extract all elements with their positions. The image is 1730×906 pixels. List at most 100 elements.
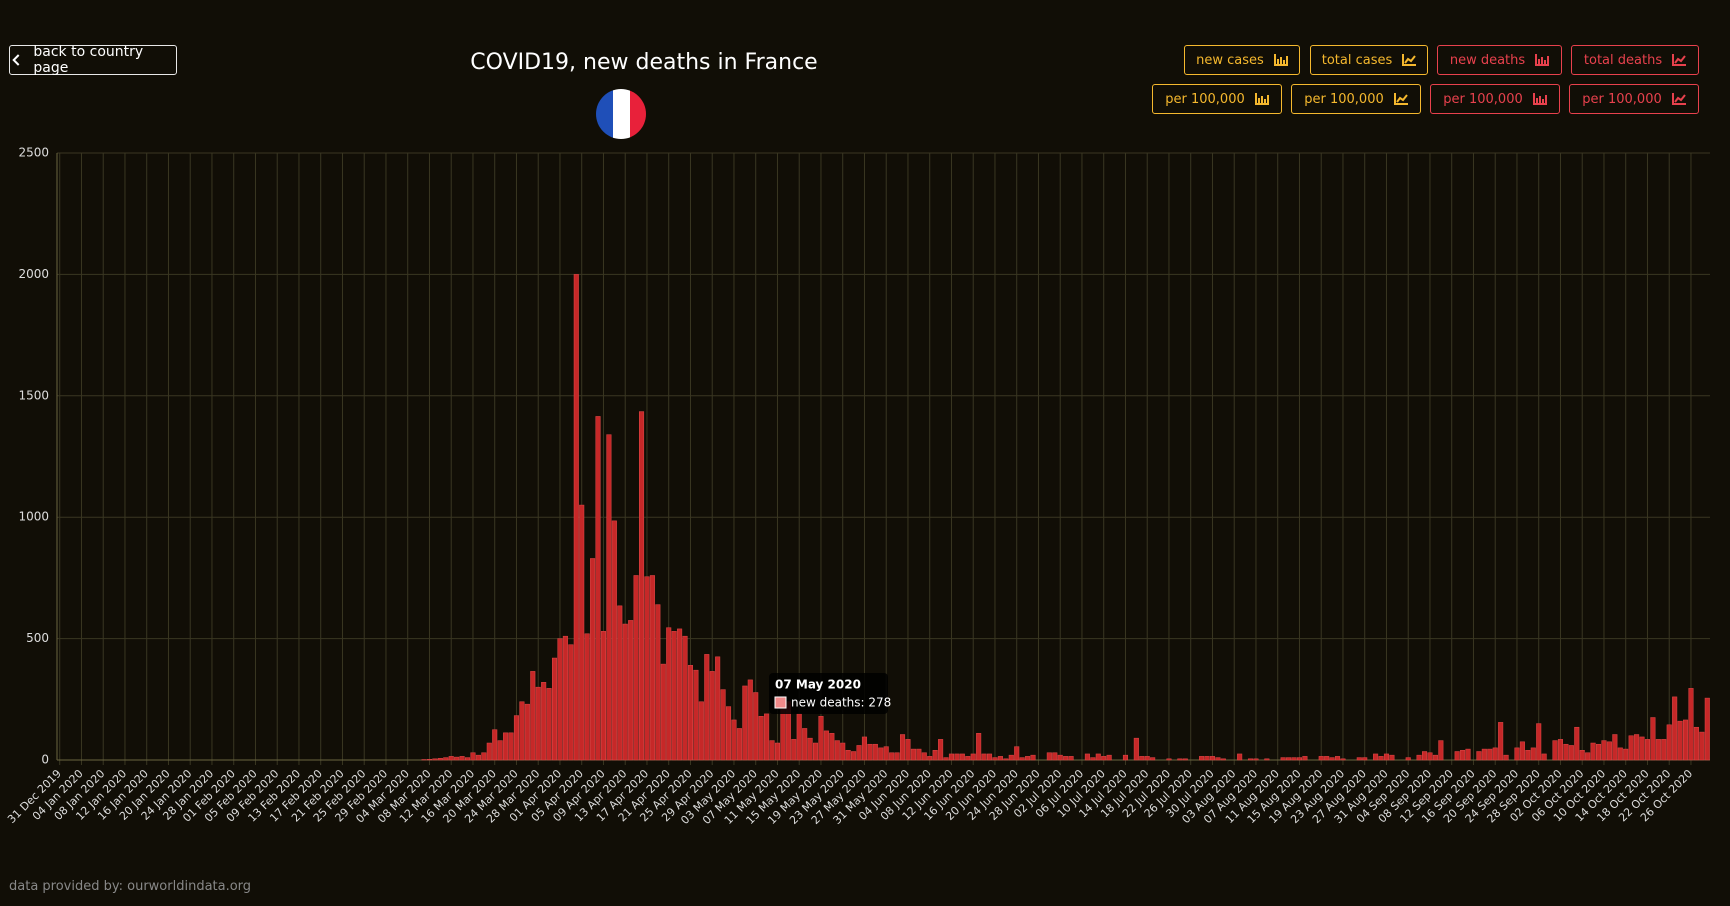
bar xyxy=(1617,747,1623,761)
y-tick-label: 2500 xyxy=(18,146,49,160)
bar xyxy=(546,688,552,761)
bar xyxy=(633,575,639,761)
bar xyxy=(551,657,558,761)
new-cases-button[interactable]: new cases xyxy=(1184,45,1300,75)
button-label: per 100,000 xyxy=(1443,91,1523,107)
bar xyxy=(1612,734,1618,761)
bar xyxy=(704,654,710,761)
bar xyxy=(459,756,465,761)
chart-title: COVID19, new deaths in France xyxy=(470,50,818,75)
bar xyxy=(867,743,873,761)
bar xyxy=(1525,750,1531,761)
bar xyxy=(1579,750,1585,761)
bar xyxy=(992,757,998,761)
bar xyxy=(1519,741,1525,761)
bar xyxy=(426,759,433,761)
bar xyxy=(1704,697,1710,761)
bar xyxy=(1421,751,1428,761)
line-icon xyxy=(1393,93,1408,105)
bar xyxy=(840,742,846,761)
tooltip: 07 May 2020 new deaths: 278 xyxy=(769,673,891,714)
bar xyxy=(481,752,487,761)
bar xyxy=(1302,756,1308,761)
bar xyxy=(1253,758,1259,761)
tooltip-text: new deaths: 278 xyxy=(791,696,891,710)
bar xyxy=(845,750,851,761)
new-deaths-button[interactable]: new deaths xyxy=(1437,45,1562,75)
bar xyxy=(1476,751,1482,761)
bar xyxy=(1204,756,1210,761)
bar xyxy=(938,739,944,761)
bar xyxy=(568,644,574,761)
bar xyxy=(1063,756,1069,761)
tooltip-swatch xyxy=(774,696,787,709)
bar xyxy=(736,728,742,761)
back-button[interactable]: back to country page xyxy=(9,44,177,76)
bar xyxy=(660,663,666,761)
button-label: new deaths xyxy=(1449,52,1526,68)
total-deaths-button[interactable]: total deaths xyxy=(1571,45,1699,75)
bar xyxy=(1427,752,1433,761)
tooltip-title: 07 May 2020 xyxy=(775,678,861,692)
bar xyxy=(769,740,775,761)
bar xyxy=(1655,739,1661,761)
bar xyxy=(997,756,1003,761)
bar xyxy=(720,689,726,761)
button-label: total deaths xyxy=(1583,52,1663,68)
bar xyxy=(1563,743,1569,761)
bar xyxy=(1438,740,1444,761)
bar xyxy=(524,703,530,761)
bar xyxy=(747,679,753,761)
bar xyxy=(1220,758,1226,761)
bar xyxy=(807,737,813,761)
bar xyxy=(818,716,824,761)
bar xyxy=(1557,739,1564,761)
bar-icon xyxy=(1532,93,1547,105)
bar xyxy=(470,752,476,761)
total-cases-per-button[interactable]: per 100,000 xyxy=(1291,84,1421,114)
bar xyxy=(1389,754,1395,761)
bar xyxy=(753,692,759,761)
button-label: per 100,000 xyxy=(1304,91,1384,107)
bar xyxy=(1237,753,1243,761)
total-cases-button[interactable]: total cases xyxy=(1310,45,1428,75)
bar xyxy=(1139,756,1145,761)
bar xyxy=(655,604,661,761)
bar xyxy=(1661,739,1667,761)
bar xyxy=(1068,756,1074,761)
button-label: per 100,000 xyxy=(1165,91,1245,107)
bar xyxy=(709,671,715,761)
bar xyxy=(1296,757,1303,761)
bar xyxy=(1644,739,1651,761)
bar xyxy=(1481,748,1487,761)
bar xyxy=(1585,752,1591,761)
bar xyxy=(1373,753,1379,761)
y-tick-label: 1500 xyxy=(18,388,49,402)
new-cases-per-button[interactable]: per 100,000 xyxy=(1152,84,1282,114)
bar xyxy=(590,558,596,761)
bar xyxy=(1019,757,1025,761)
bar xyxy=(1460,750,1466,761)
bar xyxy=(1465,748,1471,761)
bar xyxy=(1595,743,1602,761)
bar xyxy=(878,747,884,761)
new-deaths-per-button[interactable]: per 100,000 xyxy=(1430,84,1560,114)
bar xyxy=(1416,754,1422,761)
bar xyxy=(899,734,906,761)
bar xyxy=(1487,748,1493,761)
bar xyxy=(1084,753,1090,761)
bar xyxy=(606,434,612,761)
bar xyxy=(557,638,563,761)
bar-icon xyxy=(1535,54,1550,66)
flag xyxy=(596,89,646,139)
line-icon xyxy=(1672,54,1687,66)
bar xyxy=(916,748,922,761)
button-label: per 100,000 xyxy=(1582,91,1662,107)
bar xyxy=(1454,751,1460,761)
bar xyxy=(497,740,503,761)
bar xyxy=(535,686,541,761)
bar xyxy=(1688,688,1694,761)
total-deaths-per-button[interactable]: per 100,000 xyxy=(1569,84,1699,114)
bar xyxy=(1329,757,1335,761)
bar xyxy=(1209,756,1216,761)
